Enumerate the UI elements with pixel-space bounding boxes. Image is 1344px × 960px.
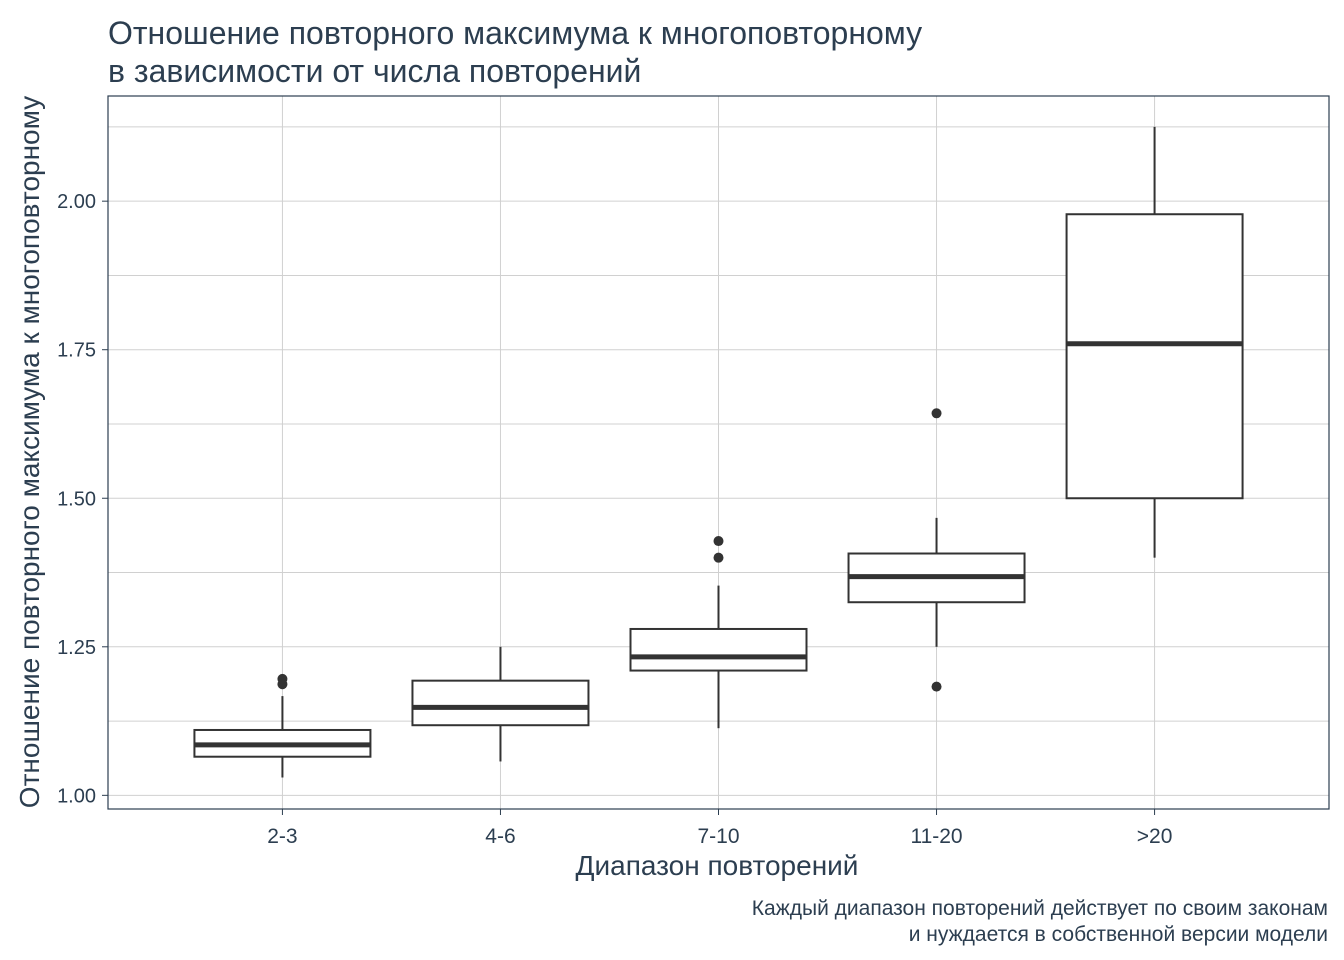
chart-title: Отношение повторного максимума к многопо… [108, 15, 923, 89]
outlier-point [931, 408, 942, 419]
x-tick-label: >20 [1137, 825, 1173, 848]
x-axis-label: Диапазон повторений [575, 850, 859, 881]
outlier-point [713, 536, 724, 547]
box-iqr [1065, 213, 1244, 500]
y-tick-label: 1.50 [57, 488, 96, 510]
x-tick-label: 7-10 [697, 825, 739, 848]
chart-caption: Каждый диапазон повторений действует по … [751, 897, 1328, 946]
y-tick-label: 2.00 [57, 191, 96, 213]
outlier-point [277, 673, 288, 684]
box-iqr [411, 679, 590, 727]
y-tick-label: 1.75 [57, 340, 96, 362]
panel-border [107, 95, 1330, 810]
y-tick-label: 1.25 [57, 637, 96, 659]
box-iqr [629, 627, 808, 672]
x-tick-label: 2-3 [267, 825, 297, 848]
outlier-point [713, 552, 724, 563]
outlier-point [931, 681, 942, 692]
y-tick-label: 1.00 [57, 785, 96, 807]
x-tick-label: 11-20 [910, 825, 962, 848]
x-tick-label: 4-6 [485, 825, 515, 848]
